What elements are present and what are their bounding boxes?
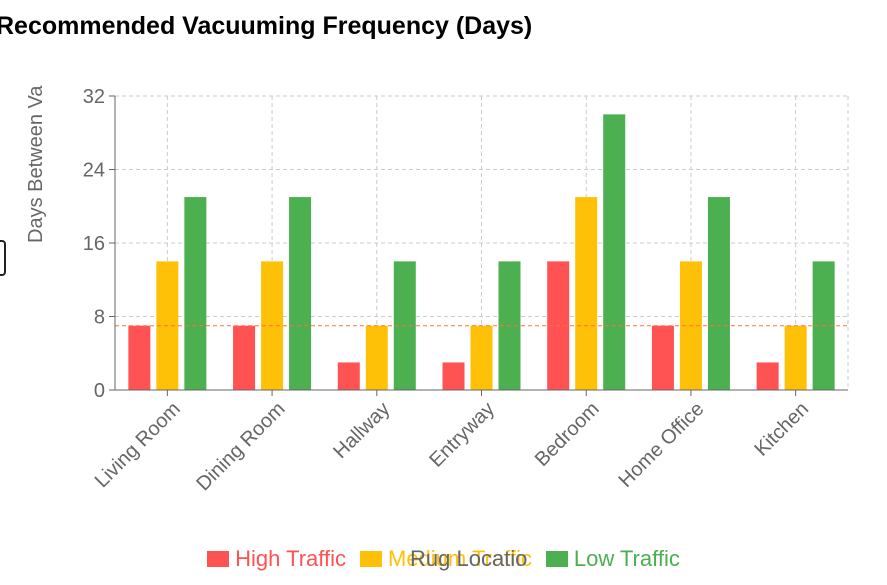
legend-item-low-traffic[interactable]: Low Traffic xyxy=(545,546,680,572)
bar-high-traffic[interactable] xyxy=(756,362,779,390)
y-tick-label: 8 xyxy=(94,307,105,329)
y-tick-labels: 0 8 16 24 32 xyxy=(83,86,105,402)
x-tick-label: Home Office xyxy=(615,398,709,492)
y-tick-label: 16 xyxy=(83,233,105,255)
panel-edge-handle xyxy=(0,240,6,276)
legend-swatch xyxy=(545,551,568,567)
bar-high-traffic[interactable] xyxy=(233,325,256,390)
bar-low-traffic[interactable] xyxy=(184,197,207,390)
legend-item-high-traffic[interactable]: High Traffic xyxy=(207,546,346,572)
x-tick-label: Kitchen xyxy=(750,398,813,461)
bar-high-traffic[interactable] xyxy=(651,325,674,390)
bar-high-traffic[interactable] xyxy=(442,362,465,390)
bars xyxy=(115,114,848,390)
legend-swatch xyxy=(360,551,382,567)
y-tick-label: 24 xyxy=(83,160,105,182)
x-tick-label: Living Room xyxy=(91,398,185,492)
bar-low-traffic[interactable] xyxy=(289,197,312,390)
bar-high-traffic[interactable] xyxy=(128,325,151,390)
legend: High Traffic Medium Traffic Low Traffic xyxy=(0,546,887,572)
bar-low-traffic[interactable] xyxy=(603,114,626,390)
legend-label: Low Traffic xyxy=(573,546,680,571)
y-tick-label: 0 xyxy=(94,380,105,402)
legend-label: High Traffic xyxy=(235,546,346,571)
bar-low-traffic[interactable] xyxy=(707,197,730,390)
chart-title: Recommended Vacuuming Frequency (Days) xyxy=(0,12,533,40)
x-axis-title: Rug Locatio xyxy=(410,546,528,571)
x-tick-label: Dining Room xyxy=(192,398,289,495)
y-tick-label: 32 xyxy=(83,86,105,108)
bar-medium-traffic[interactable] xyxy=(365,325,388,390)
legend-label: Medium Traffic xyxy=(388,546,532,571)
bar-medium-traffic[interactable] xyxy=(784,325,807,390)
bar-medium-traffic[interactable] xyxy=(575,197,598,390)
axes xyxy=(109,95,848,396)
y-axis-title: Days Between Va xyxy=(25,85,47,243)
bar-medium-traffic[interactable] xyxy=(470,325,493,390)
x-tick-label: Hallway xyxy=(329,398,394,463)
x-tick-labels: Living Room Dining Room Hallway Entryway Bed… xyxy=(91,398,813,495)
x-tick-label: Bedroom xyxy=(531,398,604,471)
legend-swatch xyxy=(207,551,230,567)
legend-item-medium-traffic[interactable]: Medium Traffic xyxy=(360,546,532,572)
x-tick-label: Entryway xyxy=(425,398,499,472)
bar-high-traffic[interactable] xyxy=(337,362,360,390)
